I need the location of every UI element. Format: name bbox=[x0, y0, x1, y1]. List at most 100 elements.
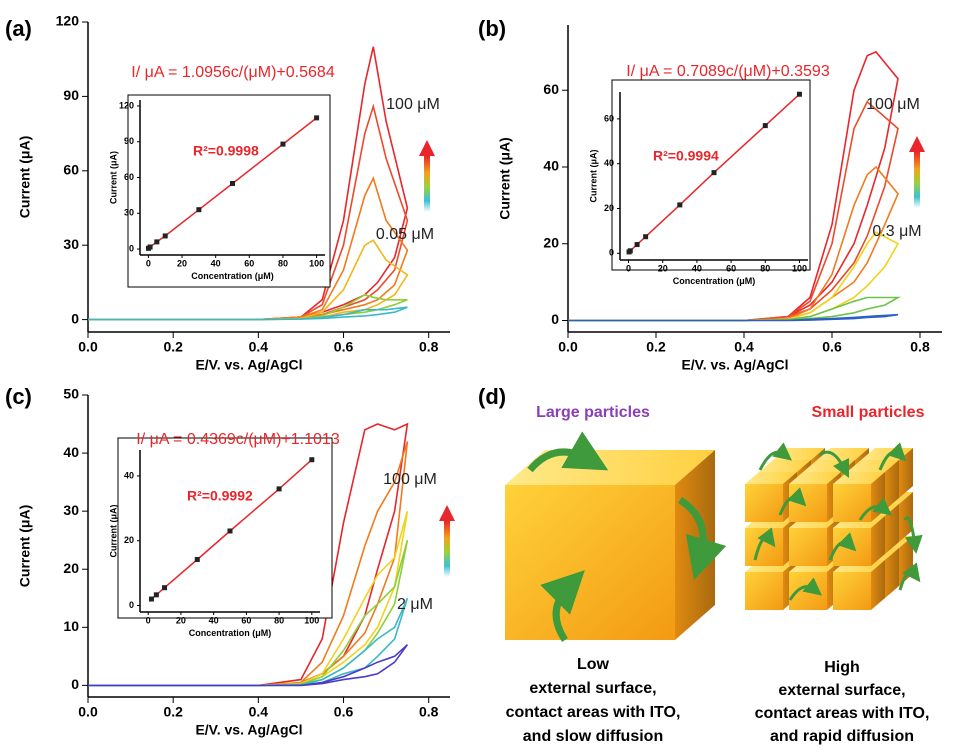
data-point bbox=[797, 92, 802, 97]
side-title: Small particles bbox=[812, 404, 925, 421]
cv-curve bbox=[568, 315, 898, 321]
equation: I/ μA = 1.0956c/(μM)+0.5684 bbox=[131, 64, 335, 81]
caption-line: external surface, bbox=[529, 680, 656, 697]
data-point bbox=[195, 557, 200, 562]
panel-label: (c) bbox=[5, 384, 32, 409]
concentration-label: 2 μM bbox=[397, 596, 433, 613]
y-tick-label: 90 bbox=[63, 87, 79, 103]
x-tick-label: 0.6 bbox=[334, 704, 354, 720]
data-point bbox=[280, 142, 285, 147]
x-tick-label: 80 bbox=[278, 259, 288, 269]
x-tick-label: 60 bbox=[241, 616, 251, 626]
x-axis-label: Concentration (μM) bbox=[673, 276, 756, 286]
x-tick-label: 80 bbox=[760, 264, 770, 274]
y-tick-label: 60 bbox=[543, 81, 559, 97]
y-tick-label: 40 bbox=[604, 158, 614, 168]
caption-line: and slow diffusion bbox=[523, 728, 663, 745]
inset-frame bbox=[128, 95, 330, 287]
y-tick-label: 0 bbox=[71, 676, 79, 692]
caption-line: High bbox=[824, 659, 860, 676]
data-point bbox=[148, 245, 153, 250]
x-tick-label: 0 bbox=[146, 616, 151, 626]
concentration-label: 0.05 μM bbox=[376, 226, 434, 243]
y-tick-label: 40 bbox=[63, 444, 79, 460]
y-tick-label: 60 bbox=[604, 113, 614, 123]
panel-label: (a) bbox=[5, 16, 32, 41]
x-axis-label: E/V. vs. Ag/AgCl bbox=[195, 721, 302, 737]
y-tick-label: 0 bbox=[71, 310, 79, 326]
small-cubes bbox=[745, 448, 915, 610]
equation: I/ μA = 0.7089c/(μM)+0.3593 bbox=[626, 63, 830, 80]
y-tick-label: 30 bbox=[63, 236, 79, 252]
concentration-label: 100 μM bbox=[866, 96, 920, 113]
x-tick-label: 0.8 bbox=[419, 704, 439, 720]
cube-front bbox=[789, 484, 827, 522]
data-point bbox=[230, 181, 235, 186]
cv-curve bbox=[88, 645, 407, 686]
gradient-arrow bbox=[909, 136, 925, 208]
x-tick-label: 60 bbox=[244, 259, 254, 269]
x-tick-label: 0.4 bbox=[249, 704, 269, 720]
equation: I/ μA = 0.4369c/(μM)+1.1013 bbox=[136, 431, 340, 448]
y-tick-label: 30 bbox=[124, 208, 134, 218]
data-point bbox=[277, 486, 282, 491]
y-tick-label: 20 bbox=[63, 560, 79, 576]
y-tick-label: 60 bbox=[124, 172, 134, 182]
data-point bbox=[643, 234, 648, 239]
y-axis-label: Current (μA) bbox=[17, 505, 33, 587]
cube-front bbox=[745, 484, 783, 522]
y-tick-label: 0 bbox=[609, 248, 614, 258]
y-tick-label: 40 bbox=[124, 470, 134, 480]
x-tick-label: 0.2 bbox=[163, 704, 183, 720]
figure: 0.0 0.2 0.4 0.6 0.8 0 30 60 90 120 E/V. vs. Ag/AgC… bbox=[0, 0, 953, 753]
x-tick-label: 100 bbox=[304, 616, 319, 626]
y-tick-label: 120 bbox=[56, 13, 80, 29]
panel-label: (d) bbox=[478, 384, 506, 409]
x-tick-label: 0.4 bbox=[249, 339, 269, 355]
data-point bbox=[635, 242, 640, 247]
x-tick-label: 0.0 bbox=[558, 339, 578, 355]
y-tick-label: 0 bbox=[551, 311, 559, 327]
caption-line: and rapid diffusion bbox=[770, 728, 914, 745]
y-tick-label: 60 bbox=[63, 162, 79, 178]
y-tick-label: 10 bbox=[63, 618, 79, 634]
x-tick-label: 0.2 bbox=[163, 339, 183, 355]
cube-front bbox=[833, 484, 871, 522]
x-axis-label: E/V. vs. Ag/AgCl bbox=[195, 356, 302, 372]
caption-line: contact areas with ITO, bbox=[755, 705, 930, 722]
caption-line: Low bbox=[577, 656, 610, 673]
concentration-label: 0.3 μM bbox=[872, 223, 921, 240]
y-tick-label: 120 bbox=[119, 100, 134, 110]
x-tick-label: 40 bbox=[211, 259, 221, 269]
panel-label: (b) bbox=[478, 16, 506, 41]
cube-front bbox=[789, 528, 827, 566]
data-point bbox=[309, 457, 314, 462]
x-tick-label: 40 bbox=[692, 264, 702, 274]
x-tick-label: 60 bbox=[726, 264, 736, 274]
y-axis-label: Current (μA) bbox=[17, 136, 33, 218]
x-tick-label: 20 bbox=[176, 616, 186, 626]
data-point bbox=[628, 248, 633, 253]
y-tick-label: 20 bbox=[124, 535, 134, 545]
r-squared: R²=0.9992 bbox=[187, 488, 253, 504]
x-tick-label: 100 bbox=[309, 259, 324, 269]
x-tick-label: 100 bbox=[792, 264, 807, 274]
data-point bbox=[763, 123, 768, 128]
x-tick-label: 0.6 bbox=[822, 339, 842, 355]
concentration-label: 100 μM bbox=[383, 471, 437, 488]
x-axis-label: Concentration (μM) bbox=[189, 628, 272, 638]
r-squared: R²=0.9994 bbox=[653, 148, 719, 164]
data-point bbox=[154, 239, 159, 244]
x-tick-label: 0.6 bbox=[334, 339, 354, 355]
x-tick-label: 40 bbox=[209, 616, 219, 626]
data-point bbox=[677, 202, 682, 207]
data-point bbox=[162, 585, 167, 590]
x-axis-label: E/V. vs. Ag/AgCl bbox=[681, 356, 788, 372]
data-point bbox=[314, 115, 319, 120]
x-tick-label: 20 bbox=[177, 259, 187, 269]
cube-front bbox=[745, 572, 783, 610]
y-tick-label: 0 bbox=[129, 600, 134, 610]
concentration-label: 100 μM bbox=[386, 96, 440, 113]
caption-line: external surface, bbox=[778, 682, 905, 699]
data-point bbox=[196, 207, 201, 212]
